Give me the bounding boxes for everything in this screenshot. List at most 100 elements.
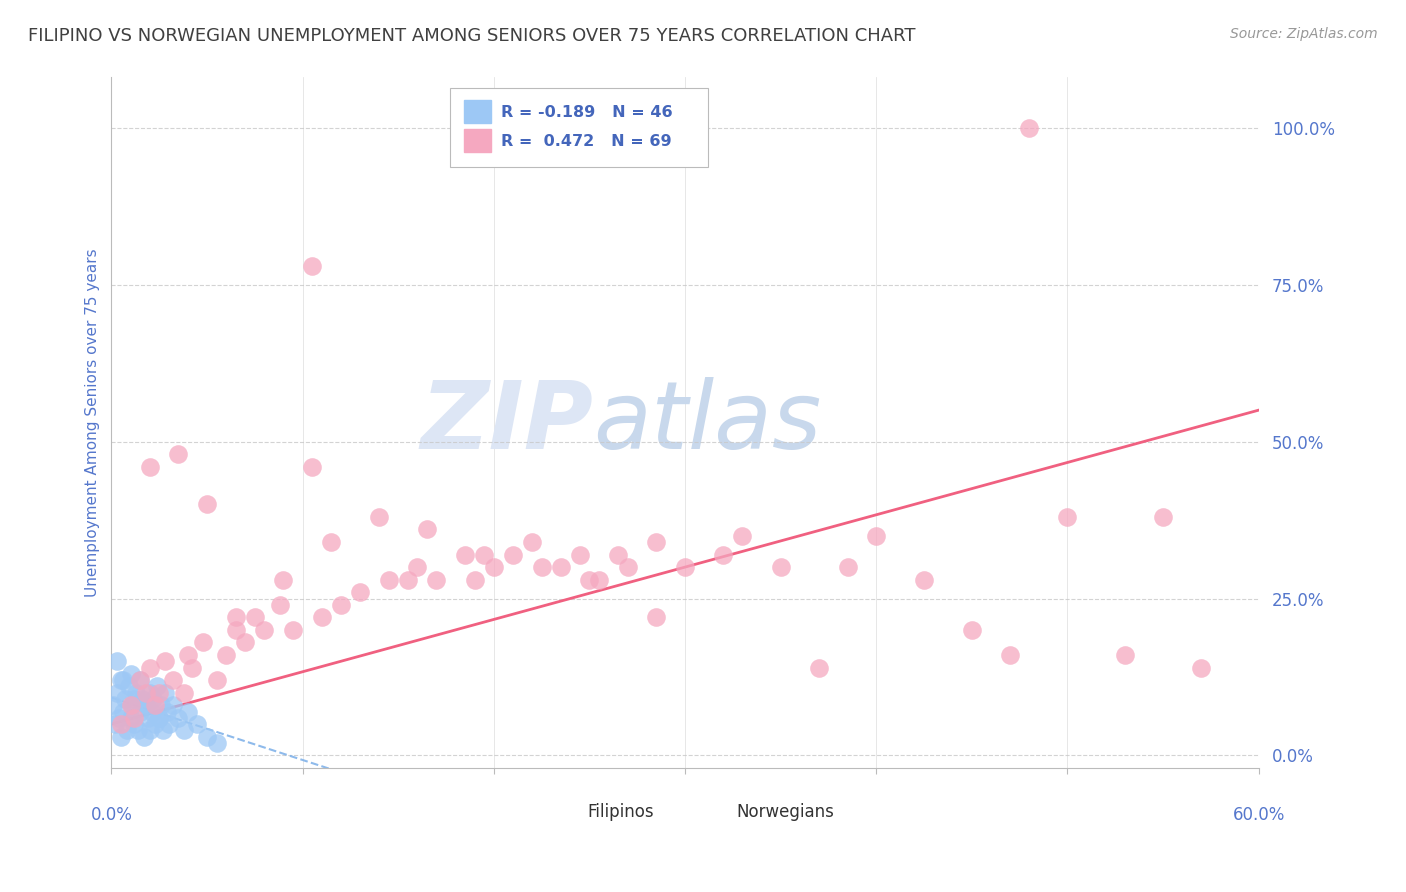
Point (129, 673, 152, 687)
Point (125, 686, 148, 700)
Point (645, 535, 668, 549)
Point (148, 711, 170, 725)
Point (117, 680, 139, 694)
Point (1056, 509, 1078, 524)
Point (464, 573, 486, 587)
Text: FILIPINO VS NORWEGIAN UNEMPLOYMENT AMONG SENIORS OVER 75 YEARS CORRELATION CHART: FILIPINO VS NORWEGIAN UNEMPLOYMENT AMONG… (28, 27, 915, 45)
Point (1018, 120, 1040, 135)
Point (135, 698, 157, 713)
Point (233, 635, 256, 649)
Point (520, 535, 543, 549)
Point (173, 686, 195, 700)
Point (111, 673, 134, 687)
Point (301, 259, 323, 273)
Point (138, 459, 160, 474)
Point (108, 711, 131, 725)
Point (195, 497, 218, 511)
Point (153, 654, 176, 668)
Point (138, 660, 160, 674)
Point (120, 698, 142, 713)
Point (550, 560, 572, 574)
Point (1189, 660, 1212, 674)
Point (865, 529, 887, 543)
Point (114, 692, 136, 706)
Point (103, 698, 125, 713)
Point (157, 717, 180, 731)
Point (105, 686, 128, 700)
Point (837, 560, 859, 574)
Point (225, 610, 247, 624)
Point (138, 723, 160, 738)
Point (115, 723, 138, 738)
Text: atlas: atlas (593, 377, 821, 468)
Point (205, 736, 228, 750)
Point (173, 723, 195, 738)
Point (588, 573, 610, 587)
Point (124, 692, 146, 706)
Point (273, 573, 295, 587)
Point (150, 698, 173, 713)
Point (349, 585, 371, 599)
Point (129, 705, 152, 719)
Point (104, 717, 127, 731)
Point (731, 529, 754, 543)
Point (129, 673, 152, 687)
Point (482, 560, 505, 574)
Point (141, 705, 163, 719)
Point (132, 730, 155, 744)
Point (416, 523, 439, 537)
Point (167, 711, 190, 725)
Point (121, 698, 143, 713)
Point (673, 560, 696, 574)
Text: Source: ZipAtlas.com: Source: ZipAtlas.com (1230, 27, 1378, 41)
Point (124, 711, 146, 725)
Point (253, 623, 276, 637)
Point (136, 711, 159, 725)
Point (156, 705, 179, 719)
Point (616, 560, 638, 574)
Point (807, 660, 830, 674)
FancyBboxPatch shape (700, 801, 730, 823)
Point (301, 459, 323, 474)
Point (1152, 509, 1174, 524)
Point (960, 623, 983, 637)
Point (769, 560, 792, 574)
Text: 0.0%: 0.0% (90, 805, 132, 823)
Point (153, 686, 176, 700)
Point (472, 548, 495, 562)
Point (195, 730, 218, 744)
Point (135, 698, 157, 713)
Point (454, 548, 477, 562)
FancyBboxPatch shape (551, 801, 581, 823)
Point (180, 660, 202, 674)
Text: R = -0.189   N = 46: R = -0.189 N = 46 (502, 105, 673, 120)
Point (110, 673, 132, 687)
Point (1114, 648, 1136, 662)
Point (177, 705, 200, 719)
Point (138, 686, 160, 700)
Point (148, 711, 170, 725)
Point (311, 610, 333, 624)
Point (193, 635, 215, 649)
Point (162, 698, 184, 713)
Point (329, 598, 352, 612)
Point (131, 692, 153, 706)
Point (152, 723, 174, 738)
Point (368, 509, 391, 524)
Point (120, 711, 142, 725)
FancyBboxPatch shape (450, 87, 709, 167)
Point (269, 598, 291, 612)
Point (120, 666, 142, 681)
Point (127, 723, 149, 738)
Point (135, 686, 157, 700)
Point (111, 705, 134, 719)
Point (425, 573, 447, 587)
Point (162, 673, 184, 687)
Y-axis label: Unemployment Among Seniors over 75 years: Unemployment Among Seniors over 75 years (86, 248, 100, 597)
FancyBboxPatch shape (464, 101, 491, 123)
Point (607, 548, 630, 562)
Text: R =  0.472   N = 69: R = 0.472 N = 69 (502, 134, 672, 149)
Point (186, 717, 208, 731)
Point (578, 573, 600, 587)
Point (110, 730, 132, 744)
